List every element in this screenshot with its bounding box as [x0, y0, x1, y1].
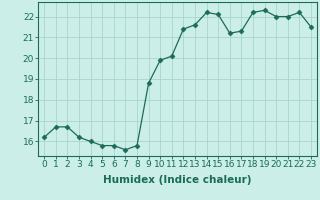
X-axis label: Humidex (Indice chaleur): Humidex (Indice chaleur): [103, 175, 252, 185]
